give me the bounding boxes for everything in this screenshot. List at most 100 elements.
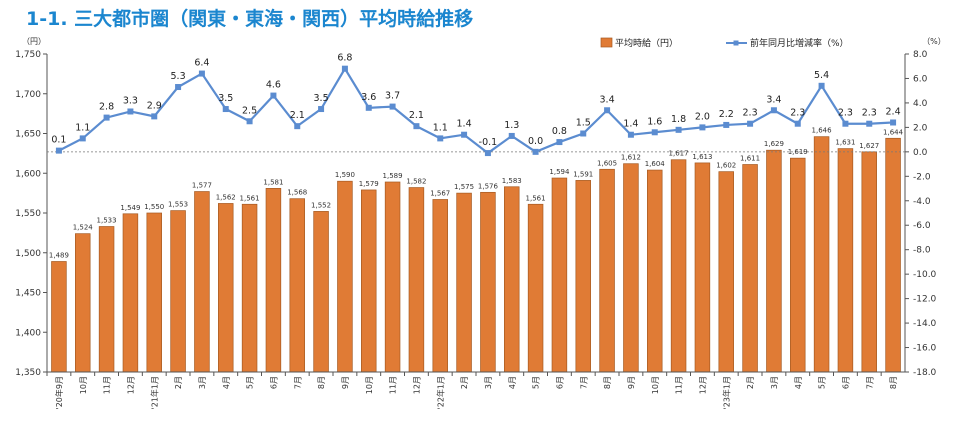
bar [623, 163, 639, 373]
x-tick-label: 6月 [841, 376, 850, 389]
line-value-label: 0.0 [528, 136, 543, 147]
line-value-label: 3.6 [361, 92, 376, 103]
left-tick-label: 1,500 [15, 249, 41, 259]
bar-value-label: 1,613 [692, 153, 712, 161]
bar [742, 164, 758, 373]
line-value-label: 1.3 [504, 120, 519, 131]
left-tick-label: 1,450 [15, 289, 41, 299]
bar-value-label: 1,562 [216, 193, 236, 201]
bar-value-label: 1,631 [835, 139, 855, 147]
bar [384, 181, 401, 373]
bar-value-label: 1,591 [573, 170, 593, 178]
axes-group: 1,350 1,400 1,450 1,500 1,550 1,600 1,650 1,700… [15, 37, 946, 409]
line-point [508, 132, 515, 139]
bar [313, 211, 329, 373]
bar-value-label: 1,602 [716, 162, 736, 170]
bar [885, 137, 901, 373]
bar-value-label: 1,611 [740, 155, 760, 163]
line-point [532, 148, 539, 155]
line-point [770, 107, 777, 114]
bar-value-label: 1,549 [120, 204, 140, 212]
line-point [198, 70, 205, 77]
right-tick-label: -8.0 [913, 246, 931, 256]
line-point [842, 120, 849, 127]
x-tick-label: 5月 [532, 376, 541, 389]
line-point [604, 107, 611, 114]
x-tick-label: 2月 [460, 376, 469, 389]
bar-value-label: 1,568 [287, 189, 307, 197]
bar [766, 149, 782, 373]
x-tick-label: 9月 [627, 376, 636, 389]
x-tick-label: 10月 [651, 376, 660, 394]
bar-value-label: 1,553 [168, 201, 188, 209]
line-point [675, 126, 682, 133]
bar [527, 203, 544, 373]
line-series-group [55, 65, 897, 157]
line-value-label: -0.1 [479, 137, 498, 148]
bar [241, 203, 258, 373]
bar-value-label: 1,561 [526, 194, 546, 202]
line-point [794, 120, 801, 127]
line-point [365, 104, 372, 111]
right-tick-label: 2.0 [913, 123, 928, 133]
bar-value-label: 1,604 [645, 160, 666, 168]
right-tick-label: -10.0 [913, 270, 937, 280]
bar [218, 203, 234, 373]
bar [813, 136, 830, 373]
right-tick-label: -12.0 [913, 295, 937, 305]
line-value-label: 3.7 [385, 91, 400, 102]
bar-value-label: 1,594 [549, 168, 570, 176]
bar [837, 148, 854, 373]
line-value-label: 2.3 [790, 108, 805, 119]
line-value-label: 4.6 [266, 80, 281, 91]
left-axis-unit: （円） [22, 37, 46, 46]
bar [170, 210, 186, 373]
x-tick-label: '20年9月 [54, 376, 64, 409]
left-tick-label: 1,350 [15, 368, 41, 378]
bar [456, 192, 472, 373]
bar-value-label: 1,646 [812, 127, 833, 135]
x-tick-label: '23年1月 [721, 376, 731, 409]
bar-value-label: 1,579 [359, 180, 379, 188]
bar [647, 169, 663, 373]
line-point [866, 120, 873, 127]
bar [289, 198, 305, 373]
legend-bar-label: 平均時給（円） [615, 37, 678, 49]
x-tick-label: 3月 [770, 376, 779, 389]
bar [51, 261, 67, 373]
bar-group [51, 136, 901, 373]
x-tick-label: 12月 [412, 376, 421, 394]
line-value-label: 1.6 [647, 116, 662, 127]
x-tick-label: 12月 [698, 376, 707, 394]
right-tick-label: -6.0 [913, 221, 931, 231]
right-tick-label: -18.0 [913, 368, 937, 378]
bar-value-label: 1,629 [764, 140, 784, 148]
bar-value-label: 1,605 [597, 159, 617, 167]
legend-line-marker [733, 40, 739, 46]
legend-bar-swatch [600, 37, 613, 48]
right-tick-label: -4.0 [913, 197, 931, 207]
line-value-label: 2.1 [409, 110, 424, 121]
line-point [651, 129, 658, 136]
line-value-label: 5.3 [171, 71, 186, 82]
bar [861, 151, 877, 373]
line-point [175, 84, 182, 91]
x-tick-label: 10月 [365, 376, 374, 394]
line-point [461, 131, 468, 138]
line-point [556, 139, 563, 146]
x-tick-label: 5月 [818, 376, 827, 389]
bar [361, 189, 377, 373]
x-tick-label: 11月 [675, 376, 684, 394]
line-value-label: 2.4 [886, 106, 901, 117]
line-value-label: 2.3 [862, 108, 877, 119]
line-value-label: 3.5 [314, 93, 329, 104]
line-point [389, 103, 396, 110]
bar [75, 233, 91, 373]
line-value-label: 2.8 [99, 102, 114, 113]
line-value-label: 6.8 [337, 53, 352, 64]
bar-value-label: 1,524 [73, 224, 94, 232]
line-point [818, 82, 825, 89]
bar-value-label: 1,582 [406, 178, 426, 186]
line-value-label: 3.3 [123, 95, 138, 106]
